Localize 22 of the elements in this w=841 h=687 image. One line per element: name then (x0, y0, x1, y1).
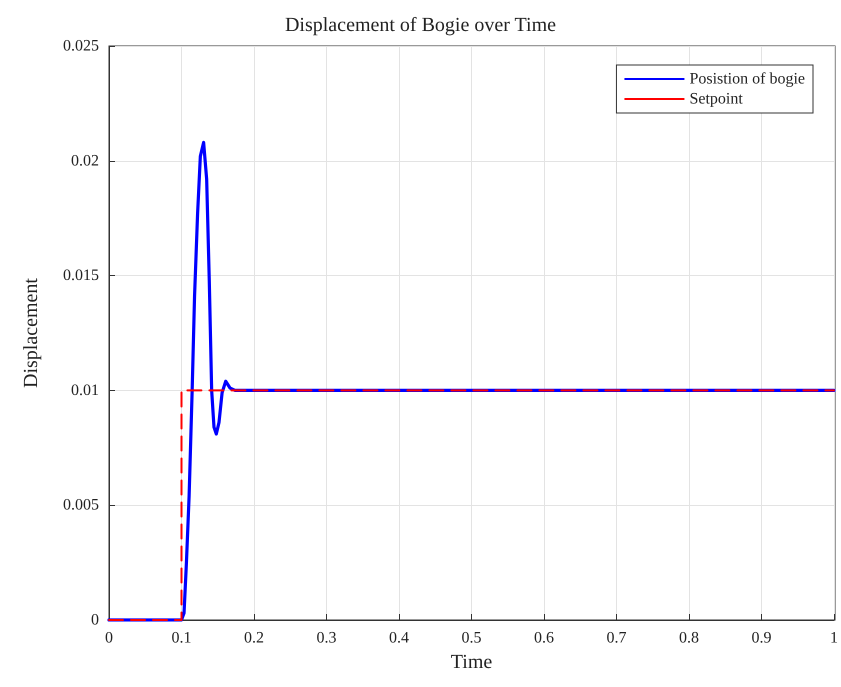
x-tick-label: 0.3 (316, 630, 336, 646)
x-tick-label: 0.5 (462, 630, 482, 646)
y-tick-label: 0 (91, 612, 99, 628)
y-tick-label: 0.01 (71, 382, 99, 399)
y-tick-label: 0.02 (71, 152, 99, 170)
x-tick-label: 0.8 (679, 630, 699, 646)
y-tick-label: 0.015 (63, 267, 99, 284)
x-tick-label: 0 (105, 630, 113, 646)
x-tick-label: 0.2 (244, 630, 264, 646)
chart-title: Displacement of Bogie over Time (284, 14, 556, 36)
legend-label: Setpoint (689, 90, 744, 108)
x-tick-label: 1 (830, 630, 838, 646)
x-tick-label: 0.9 (752, 630, 772, 646)
x-tick-label: 0.6 (534, 630, 554, 646)
y-axis-title: Displacement (20, 278, 42, 388)
y-tick-label: 0.005 (63, 496, 99, 514)
x-axis-title: Time (450, 651, 492, 673)
x-tick-label: 0.7 (606, 630, 626, 646)
x-tick-label: 0.4 (389, 630, 409, 646)
x-tick-label: 0.1 (172, 630, 192, 646)
y-tick-label: 0.025 (63, 38, 99, 54)
legend-label: Posistion of bogie (689, 70, 805, 88)
